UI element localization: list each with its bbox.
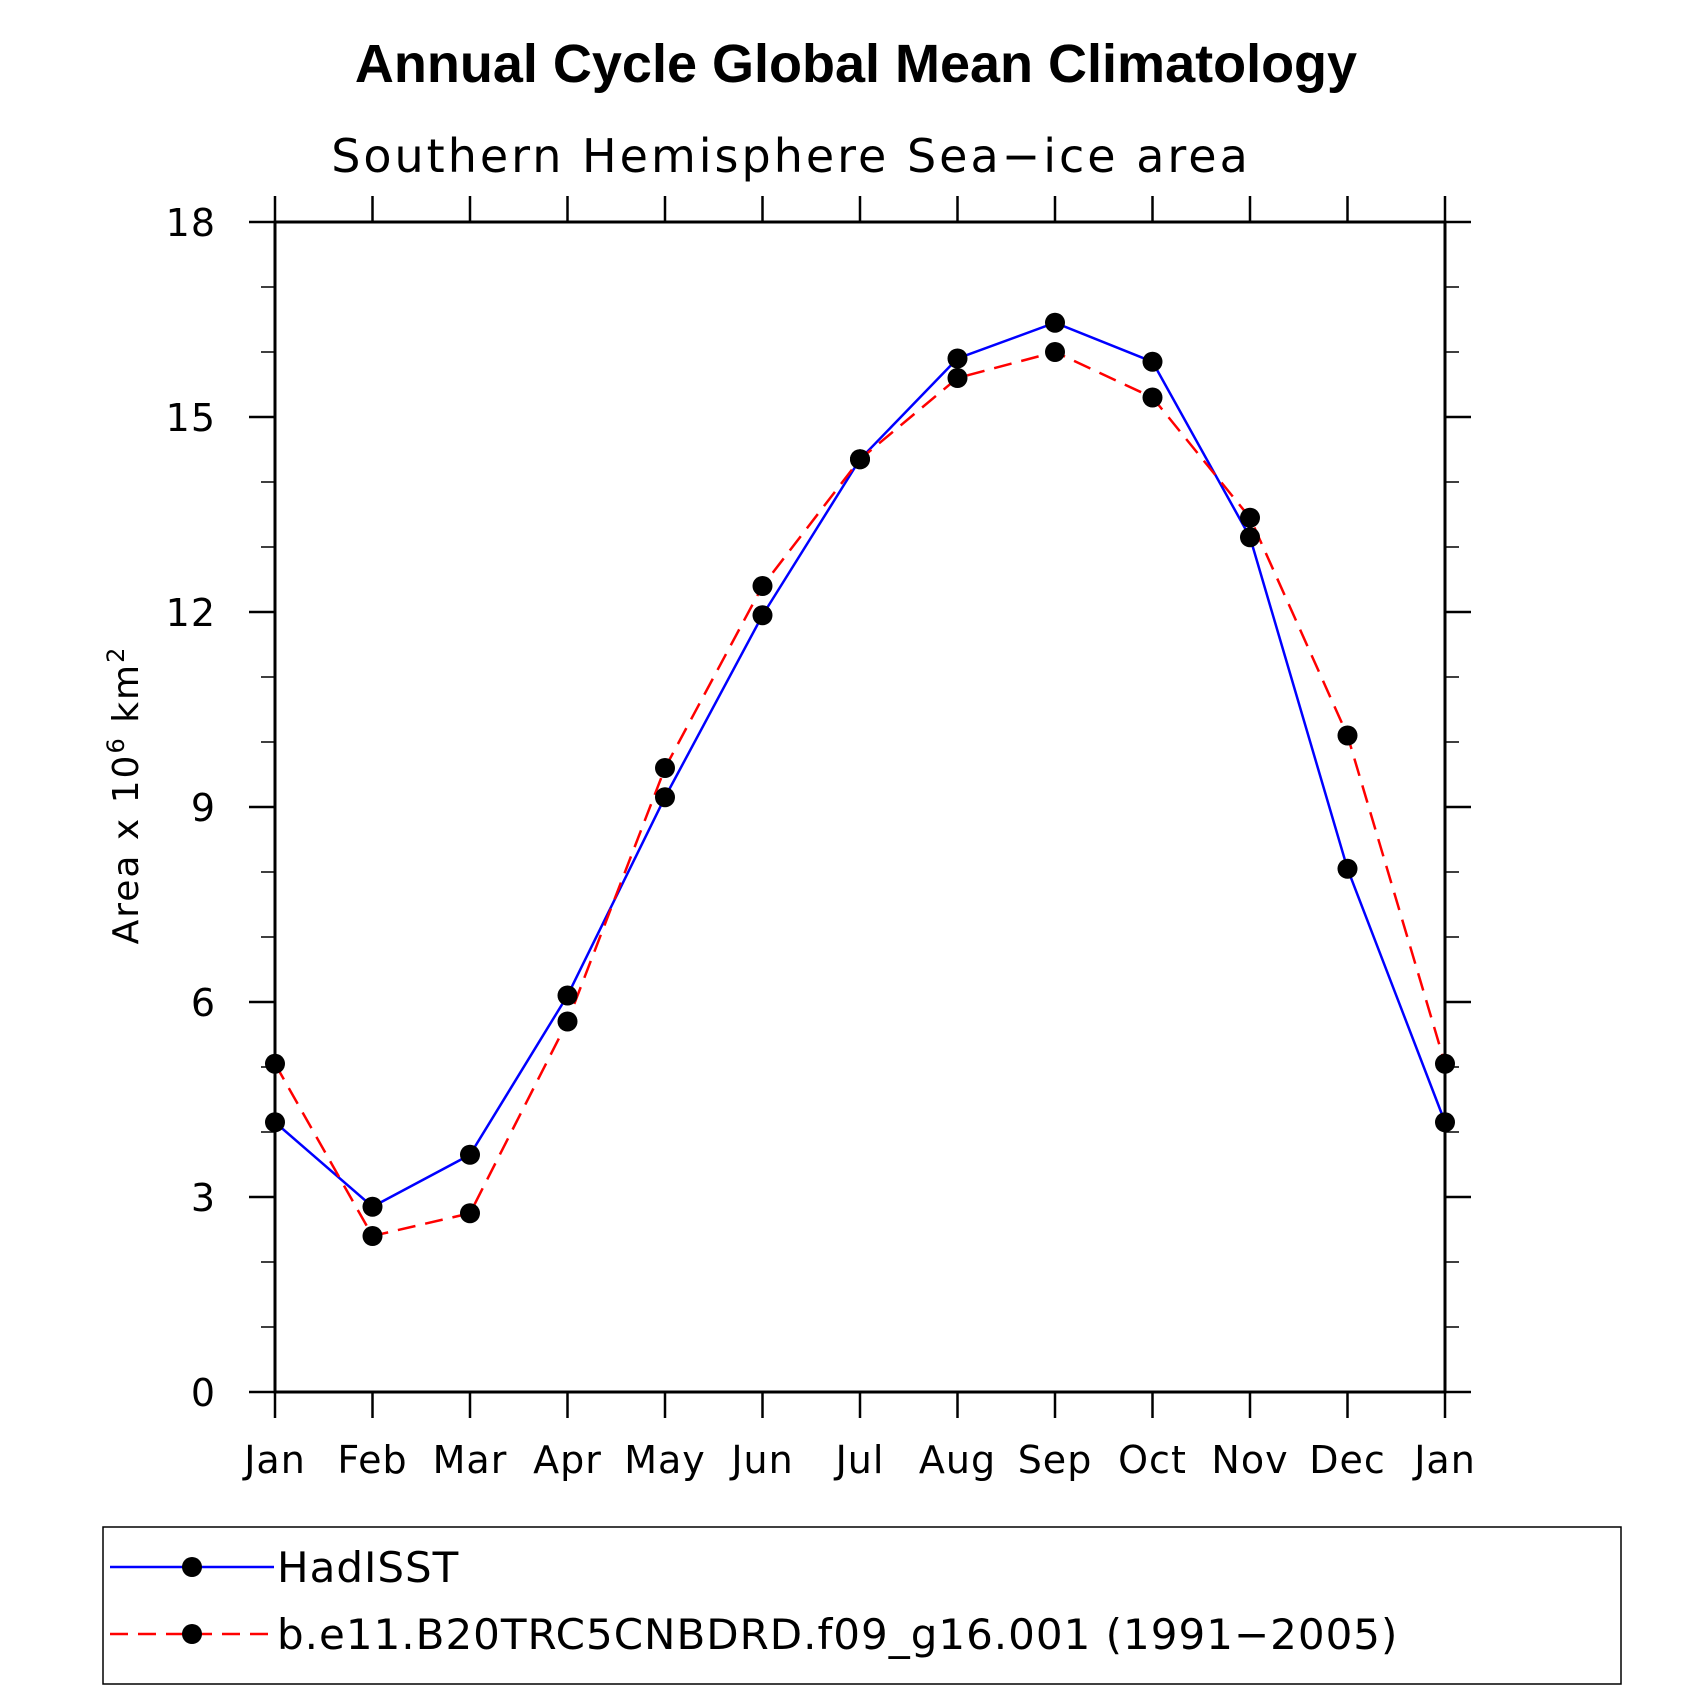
series-layer <box>265 312 1455 1246</box>
series-2-point <box>1240 507 1260 528</box>
x-tick-label: May <box>624 1438 706 1482</box>
series-1-point <box>1240 527 1260 548</box>
series-1-point <box>1337 858 1358 879</box>
x-tick-label: Feb <box>337 1438 407 1482</box>
series-1-point <box>1142 351 1163 372</box>
y-axis-label-unit-exponent: 2 <box>102 646 130 663</box>
y-tick-label: 9 <box>191 786 216 830</box>
series-2-point <box>460 1203 480 1224</box>
series-1-point <box>752 605 773 626</box>
series-2-point <box>557 1011 578 1032</box>
series-1-point <box>655 787 675 808</box>
y-tick-label: 18 <box>166 201 216 245</box>
series-1-point <box>460 1144 480 1165</box>
x-tick-label: Jan <box>242 1438 306 1482</box>
x-tick-label: Apr <box>533 1438 602 1482</box>
series-1-point <box>362 1196 383 1217</box>
series-2-point <box>265 1053 285 1074</box>
y-axis-label: Area x 106 km2 <box>102 646 147 945</box>
series-line-2 <box>273 350 1447 1238</box>
y-axis-label-prefix: Area x 10 <box>106 754 147 945</box>
x-tick-label: Nov <box>1211 1438 1288 1482</box>
chart-title: Annual Cycle Global Mean Climatology <box>355 34 1357 94</box>
series-2-point <box>947 368 968 388</box>
series-1-point <box>557 985 578 1006</box>
series-1-point <box>947 348 968 369</box>
x-tick-label: Oct <box>1118 1438 1187 1482</box>
x-tick-label: Jan <box>1412 1438 1476 1482</box>
series-1-point <box>1435 1112 1455 1133</box>
series-2-point <box>655 758 675 778</box>
series-2-point <box>752 576 773 596</box>
y-tick-label: 3 <box>191 1176 216 1220</box>
x-tick-label: Mar <box>433 1438 508 1482</box>
series-2-point <box>1142 387 1163 408</box>
legend-label-2: b.e11.B20TRC5CNBDRD.f09_g16.001 (1991−20… <box>277 1610 1398 1659</box>
axis-ticks: Jan Feb Mar Apr May Jun Jul Aug Sep Oct Nov Dec Jan 0… <box>166 196 1476 1482</box>
y-tick-label: 15 <box>166 396 216 440</box>
x-tick-label: Aug <box>919 1438 996 1482</box>
series-1-point <box>1045 312 1065 333</box>
y-tick-label: 6 <box>191 981 216 1025</box>
legend-label-1: HadISST <box>277 1543 459 1592</box>
series-2-point <box>1435 1053 1455 1074</box>
legend-box <box>102 1526 1622 1685</box>
x-tick-label: Jul <box>834 1438 885 1482</box>
y-axis-label-unit: km <box>106 663 147 736</box>
series-2-point <box>1337 725 1358 746</box>
x-tick-label: Sep <box>1018 1438 1093 1482</box>
y-axis-label-exponent: 6 <box>102 736 130 753</box>
y-tick-label: 0 <box>191 1371 216 1415</box>
series-2-point <box>362 1226 383 1246</box>
legend-marker-2 <box>182 1624 202 1644</box>
x-tick-label: Dec <box>1309 1438 1386 1482</box>
x-tick-label: Jun <box>729 1438 793 1482</box>
legend-marker-1 <box>182 1557 202 1577</box>
series-1-point <box>265 1112 285 1133</box>
plot-frame <box>273 220 1447 1394</box>
legend: HadISST b.e11.B20TRC5CNBDRD.f09_g16.001 (… <box>110 1543 1398 1659</box>
y-tick-label: 12 <box>166 591 216 635</box>
series-2-point <box>1045 342 1065 362</box>
chart-subtitle: Southern Hemisphere Sea−ice area <box>331 129 1251 183</box>
series-2-point <box>850 449 870 470</box>
